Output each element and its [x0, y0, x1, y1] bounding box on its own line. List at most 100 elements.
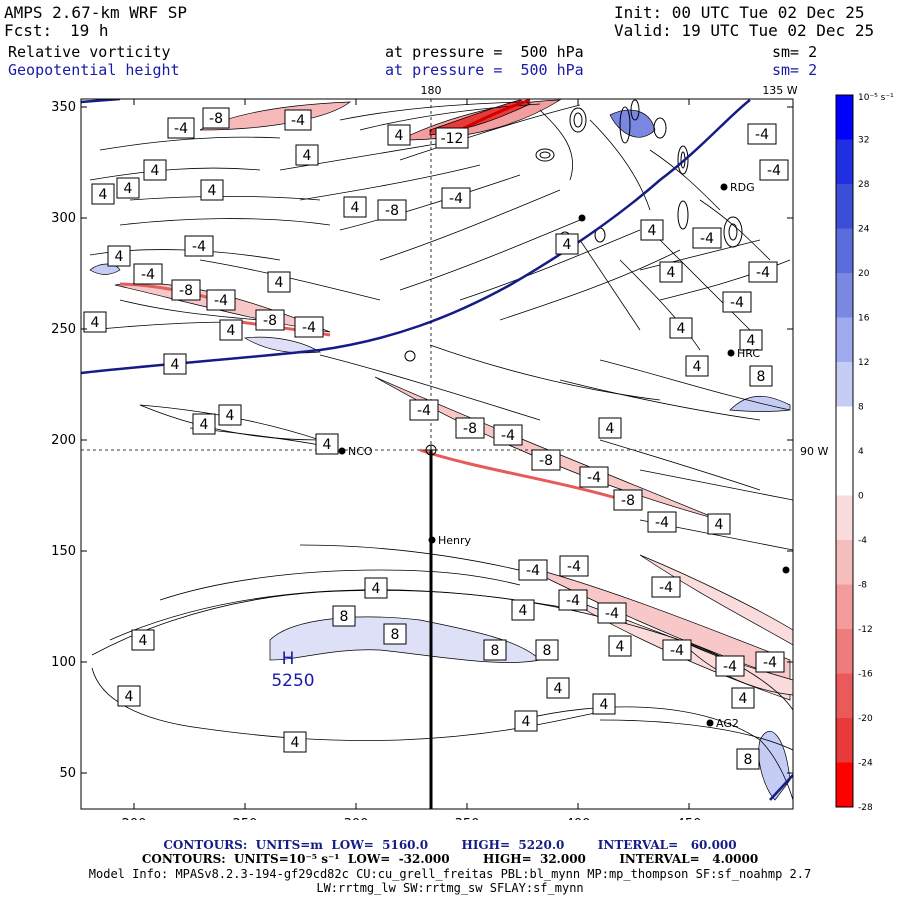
colorbar-tick-label: -28: [858, 803, 873, 813]
contour-label: 4: [218, 404, 242, 426]
contour-label: 4: [669, 317, 693, 339]
colorbar-segment: [836, 228, 853, 274]
svg-text:-4: -4: [566, 593, 580, 609]
svg-text:NCO: NCO: [348, 445, 373, 458]
contour-label: -4: [715, 655, 745, 677]
init-time: Init: 00 UTC Tue 02 Dec 25: [614, 3, 865, 22]
colorbar-tick-label: 0: [858, 492, 864, 502]
svg-text:4: 4: [372, 581, 381, 597]
contour-label: 4: [91, 183, 115, 205]
colorbar-segment: [836, 184, 853, 229]
y-tick-label: 300: [51, 211, 76, 226]
svg-text:4: 4: [600, 697, 609, 713]
station-rdg: RDG: [720, 181, 755, 194]
contour-label: 4: [343, 196, 367, 218]
contour-label: -4: [748, 261, 778, 283]
svg-text:8: 8: [391, 627, 400, 643]
x-tick-label: 250: [233, 817, 258, 820]
svg-text:-4: -4: [659, 580, 673, 596]
colorbar-segment: [836, 495, 853, 541]
svg-text:-4: -4: [730, 295, 744, 311]
svg-text:4: 4: [715, 517, 724, 533]
y-tick-label: 150: [51, 544, 76, 559]
contour-label: 4: [200, 179, 224, 201]
contour-label: -4: [692, 227, 722, 249]
contour-label: -4: [206, 289, 236, 311]
colorbar-tick-label: -24: [858, 759, 873, 769]
svg-text:-4: -4: [141, 267, 155, 283]
contour-label: 4: [707, 513, 731, 535]
contour-label: 4: [514, 710, 538, 732]
geopotential-height-contour: [81, 99, 751, 375]
colorbar-segment: [836, 95, 853, 140]
meridian-135w-label: 135 W: [762, 84, 797, 97]
contour-label: -4: [651, 576, 681, 598]
x-tick-label: 350: [455, 817, 480, 820]
colorbar-segment: [836, 406, 853, 452]
svg-text:4: 4: [151, 163, 160, 179]
field1-level: at pressure = 500 hPa: [385, 43, 584, 61]
svg-text:4: 4: [226, 408, 235, 424]
contour-label: -4: [409, 399, 439, 421]
svg-text:4: 4: [739, 691, 748, 707]
svg-text:4: 4: [323, 437, 332, 453]
svg-text:8: 8: [491, 643, 500, 659]
svg-text:4: 4: [519, 603, 528, 619]
svg-text:4: 4: [171, 357, 180, 373]
valid-time: Valid: 19 UTC Tue 02 Dec 25: [614, 21, 875, 40]
svg-text:-4: -4: [756, 265, 770, 281]
footer-model-info-2: LW:rrtmg_lw SW:rrtmg_sw SFLAY:sf_mynn: [316, 881, 584, 895]
contour-label: -8: [202, 107, 230, 129]
svg-text:-4: -4: [755, 127, 769, 143]
contour-label: -4: [441, 187, 471, 209]
svg-text:-4: -4: [291, 113, 305, 129]
svg-text:-4: -4: [767, 163, 781, 179]
contour-label: 4: [592, 693, 616, 715]
svg-text:-8: -8: [539, 453, 553, 469]
y-tick-label: 250: [51, 322, 76, 337]
contour-label: -8: [171, 279, 201, 301]
svg-text:-12: -12: [441, 131, 464, 147]
svg-text:4: 4: [291, 735, 300, 751]
svg-text:4: 4: [667, 265, 676, 281]
svg-text:-8: -8: [209, 111, 223, 127]
svg-text:-8: -8: [385, 203, 399, 219]
x-tick-label: 400: [566, 817, 591, 820]
svg-text:4: 4: [200, 417, 209, 433]
colorbar-segment: [836, 540, 853, 585]
colorbar-segment: [836, 273, 853, 318]
contour-label: -8: [255, 309, 285, 331]
x-tick-label: 450: [677, 817, 702, 820]
colorbar-frame: [835, 94, 854, 808]
colorbar-unit: 10⁻⁵ s⁻¹: [858, 93, 894, 103]
y-axis: [81, 106, 793, 774]
contour-label: 4: [143, 159, 167, 181]
svg-text:4: 4: [115, 249, 124, 265]
field2-smoothing: sm= 2: [772, 61, 818, 79]
map-plot: -4 -8 -4 4 -12 4 4 4 4 4 4 -8 -4 -4 4 -4…: [51, 84, 894, 820]
contour-label: 4: [598, 417, 622, 439]
x-axis: [133, 99, 690, 809]
svg-text:4: 4: [606, 421, 615, 437]
footer-vorticity-contours: CONTOURS: UNITS=10⁻⁵ s⁻¹ LOW= -32.000 HI…: [141, 852, 759, 866]
contour-label: 4: [546, 677, 570, 699]
contour-label: 4: [555, 233, 579, 255]
station-henry: Henry: [428, 534, 472, 547]
svg-text:4: 4: [99, 187, 108, 203]
contour-label: -4: [647, 511, 677, 533]
convective-vortex-clusters: [404, 99, 743, 435]
colorbar-segment: [836, 139, 853, 185]
colorbar-segment: [836, 629, 853, 674]
footer-model-info: Model Info: MPASv8.2.3-194-gf29cd82c CU:…: [88, 867, 812, 881]
footer-height-contours: CONTOURS: UNITS=m LOW= 5160.0 HIGH= 5220…: [163, 838, 737, 852]
colorbar-tick-label: 32: [858, 136, 869, 146]
field2-level: at pressure = 500 hPa: [385, 61, 584, 79]
contour-label: 4: [511, 599, 535, 621]
y-tick-label: 50: [59, 766, 76, 781]
contour-label: -4: [559, 555, 589, 577]
contour-label: 4: [116, 177, 140, 199]
contour-label: 4: [267, 271, 291, 293]
contour-label: -4: [579, 466, 609, 488]
x-tick-label: 300: [344, 817, 369, 820]
contour-label: 4: [364, 577, 388, 599]
